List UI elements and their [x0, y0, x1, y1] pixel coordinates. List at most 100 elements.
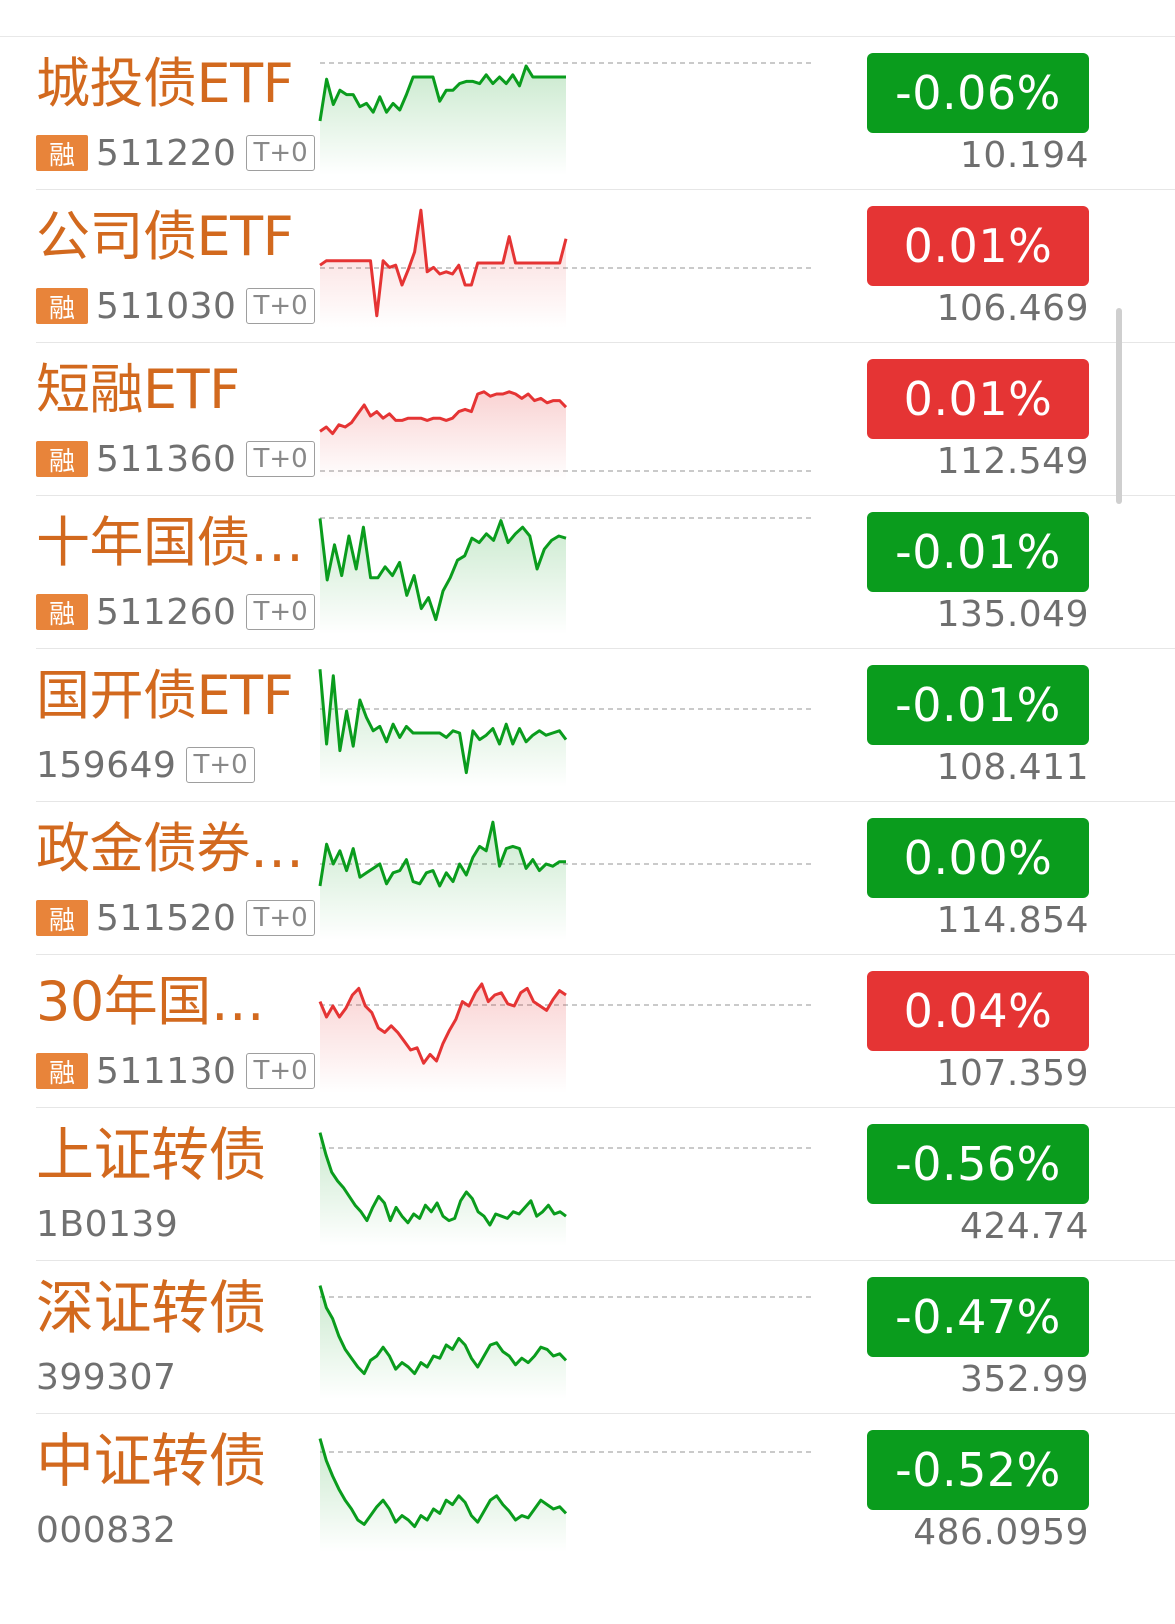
- security-meta: 融 511520 T+0: [36, 897, 315, 939]
- last-price: 114.854: [936, 900, 1089, 941]
- list-item[interactable]: 30年国债ET... 融 511130 T+0 0.04% 107.359: [36, 955, 1175, 1108]
- security-code: 399307: [36, 1356, 177, 1398]
- sparkline-line: [318, 1132, 567, 1227]
- sparkline-area: [320, 518, 566, 634]
- intraday-sparkline: [318, 1438, 812, 1552]
- intraday-sparkline: [318, 1132, 812, 1246]
- intraday-sparkline: [318, 669, 812, 787]
- security-code: 511360: [96, 438, 237, 480]
- security-code: 511520: [96, 897, 237, 939]
- last-price: 486.0959: [913, 1512, 1089, 1553]
- security-meta: 融 511130 T+0: [36, 1050, 315, 1092]
- last-price: 106.469: [936, 288, 1089, 329]
- security-code: 1B0139: [36, 1203, 179, 1245]
- margin-badge: 融: [36, 900, 88, 936]
- change-badge[interactable]: -0.01%: [867, 665, 1089, 745]
- margin-badge: 融: [36, 288, 88, 324]
- security-meta: 1B0139: [36, 1203, 188, 1245]
- sparkline-line: [318, 1285, 568, 1376]
- security-meta: 159649 T+0: [36, 744, 255, 786]
- change-badge[interactable]: -0.52%: [867, 1430, 1089, 1510]
- security-code: 511220: [96, 132, 237, 174]
- last-price: 352.99: [960, 1359, 1089, 1400]
- t0-badge: T+0: [186, 747, 255, 783]
- security-code: 000832: [36, 1509, 177, 1551]
- security-name: 30年国债ET...: [36, 970, 316, 1033]
- intraday-sparkline: [318, 1285, 812, 1399]
- list-item[interactable]: 政金债券ETF 融 511520 T+0 0.00% 114.854: [36, 802, 1175, 955]
- sparkline-line: [318, 64, 566, 122]
- sparkline-area: [320, 1285, 566, 1399]
- sparkline-area: [320, 984, 566, 1093]
- security-meta: 000832: [36, 1509, 186, 1551]
- last-price: 135.049: [936, 594, 1089, 635]
- security-code: 511130: [96, 1050, 237, 1092]
- security-name: 十年国债ETF: [36, 511, 316, 574]
- sparkline-line: [319, 390, 568, 436]
- t0-badge: T+0: [246, 900, 315, 936]
- sparkline-area: [320, 210, 566, 328]
- list-item[interactable]: 公司债ETF 融 511030 T+0 0.01% 106.469: [36, 190, 1175, 343]
- security-name: 中证转债: [36, 1428, 267, 1494]
- list-item[interactable]: 中证转债 000832 -0.52% 486.0959: [36, 1414, 1175, 1566]
- intraday-sparkline: [318, 517, 812, 634]
- margin-badge: 融: [36, 1053, 88, 1089]
- list-item[interactable]: 十年国债ETF 融 511260 T+0 -0.01% 135.049: [36, 496, 1175, 649]
- last-price: 10.194: [960, 135, 1089, 176]
- list-item[interactable]: 深证转债 399307 -0.47% 352.99: [36, 1261, 1175, 1414]
- security-name: 城投债ETF: [36, 52, 294, 115]
- last-price: 424.74: [960, 1206, 1089, 1247]
- change-badge[interactable]: -0.01%: [867, 512, 1089, 592]
- t0-badge: T+0: [246, 1053, 315, 1089]
- sparkline-area: [320, 391, 566, 481]
- intraday-sparkline: [319, 208, 812, 328]
- sparkline-area: [320, 1132, 566, 1246]
- change-badge[interactable]: -0.56%: [867, 1124, 1089, 1204]
- scrollbar[interactable]: [1116, 308, 1122, 504]
- security-code: 511030: [96, 285, 237, 327]
- list-item[interactable]: 城投债ETF 融 511220 T+0 -0.06% 10.194: [36, 37, 1175, 190]
- t0-badge: T+0: [246, 594, 315, 630]
- last-price: 107.359: [936, 1053, 1089, 1094]
- intraday-sparkline: [318, 820, 812, 940]
- sparkline-area: [320, 66, 566, 175]
- intraday-sparkline: [319, 390, 812, 481]
- security-name: 公司债ETF: [36, 205, 294, 268]
- sparkline-line: [318, 518, 567, 622]
- top-bar: [0, 0, 1175, 37]
- t0-badge: T+0: [246, 135, 315, 171]
- t0-badge: T+0: [246, 441, 315, 477]
- t0-badge: T+0: [246, 288, 315, 324]
- intraday-sparkline: [318, 982, 812, 1093]
- list-item[interactable]: 国开债ETF 159649 T+0 -0.01% 108.411: [36, 649, 1175, 802]
- intraday-sparkline: [318, 62, 812, 175]
- security-meta: 融 511260 T+0: [36, 592, 315, 633]
- security-name: 深证转债: [36, 1275, 267, 1341]
- change-badge[interactable]: 0.00%: [867, 818, 1089, 898]
- list-item[interactable]: 上证转债 1B0139 -0.56% 424.74: [36, 1108, 1175, 1261]
- list-item[interactable]: 短融ETF 融 511360 T+0 0.01% 112.549: [36, 343, 1175, 496]
- change-badge[interactable]: 0.04%: [867, 971, 1089, 1051]
- security-name: 国开债ETF: [36, 664, 294, 727]
- sparkline-area: [320, 669, 566, 787]
- security-code: 159649: [36, 744, 177, 786]
- change-badge[interactable]: 0.01%: [867, 359, 1089, 439]
- security-meta: 融 511030 T+0: [36, 285, 315, 327]
- change-badge[interactable]: -0.47%: [867, 1277, 1089, 1357]
- margin-badge: 融: [36, 441, 88, 477]
- last-price: 112.549: [936, 441, 1089, 482]
- security-meta: 399307: [36, 1356, 186, 1398]
- security-name: 短融ETF: [36, 358, 240, 421]
- last-price: 108.411: [936, 747, 1089, 788]
- margin-badge: 融: [36, 135, 88, 171]
- margin-badge: 融: [36, 594, 88, 630]
- security-meta: 融 511220 T+0: [36, 132, 315, 174]
- security-name: 上证转债: [36, 1122, 267, 1188]
- bond-list: 城投债ETF 融 511220 T+0 -0.06% 10.194 公司债ETF…: [0, 37, 1175, 1566]
- sparkline-line: [318, 820, 566, 888]
- change-badge[interactable]: 0.01%: [867, 206, 1089, 286]
- sparkline-area: [320, 1438, 566, 1552]
- change-badge[interactable]: -0.06%: [867, 53, 1089, 133]
- sparkline-line: [318, 1438, 568, 1529]
- security-name: 政金债券ETF: [36, 817, 316, 880]
